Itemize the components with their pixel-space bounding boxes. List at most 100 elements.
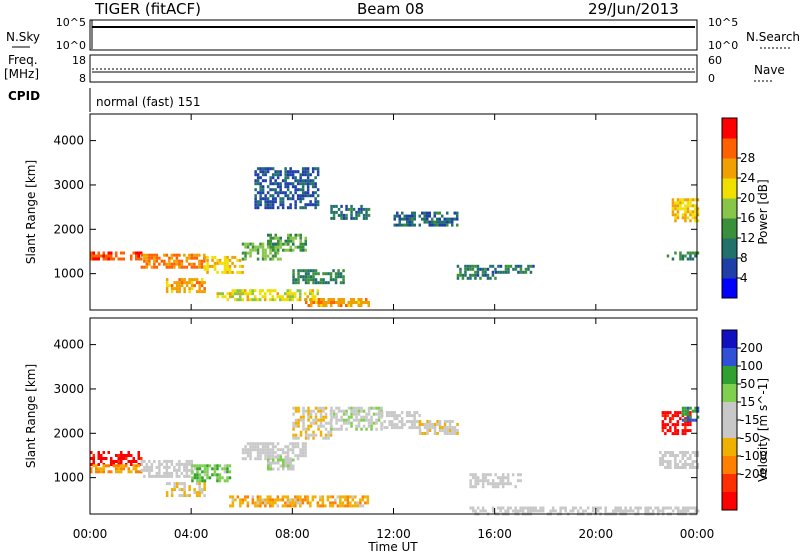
- scatter-cell: [264, 442, 267, 446]
- scatter-cell: [249, 298, 252, 302]
- scatter-cell: [271, 451, 275, 455]
- freq-unit-label: [MHz]: [4, 67, 39, 81]
- scatter-cell: [497, 264, 500, 268]
- scatter-cell: [519, 509, 522, 513]
- scatter-cell: [291, 501, 295, 505]
- scatter-cell: [206, 258, 209, 262]
- scatter-cell: [696, 451, 700, 454]
- scatter-cell: [464, 270, 467, 274]
- scatter-cell: [301, 442, 305, 446]
- scatter-cell: [456, 429, 459, 432]
- scatter-cell: [666, 414, 670, 418]
- scatter-cell: [304, 454, 307, 458]
- scatter-cell: [291, 185, 295, 189]
- data-region: [216, 289, 319, 302]
- scatter-cell: [415, 420, 419, 424]
- scatter-cell: [239, 298, 242, 302]
- scatter-cell: [165, 462, 169, 466]
- scatter-cell: [661, 411, 665, 415]
- scatter-cell: [143, 259, 146, 263]
- scatter-cell: [301, 206, 305, 210]
- scatter-cell: [193, 488, 196, 492]
- scatter-cell: [342, 278, 345, 282]
- scatter-cell: [514, 267, 518, 271]
- scatter-cell: [684, 509, 687, 513]
- scatter-cell: [443, 432, 447, 435]
- scatter-cell: [188, 494, 191, 498]
- scatter-cell: [469, 479, 472, 483]
- scatter-cell: [686, 412, 690, 416]
- scatter-cell: [428, 426, 432, 429]
- scatter-cell: [591, 509, 595, 513]
- scatter-cell: [306, 501, 310, 505]
- scatter-cell: [206, 270, 209, 274]
- scatter-cell: [97, 463, 100, 466]
- scatter-cell: [190, 278, 194, 282]
- data-region: [90, 464, 143, 474]
- scatter-cell: [279, 182, 282, 186]
- scatter-cell: [226, 298, 229, 302]
- scatter-cell: [304, 248, 307, 252]
- scatter-cell: [581, 509, 585, 513]
- scatter-cell: [294, 409, 298, 413]
- scatter-cell: [92, 251, 95, 255]
- scatter-cell: [322, 409, 325, 413]
- scatter-cell: [684, 423, 687, 427]
- scatter-cell: [694, 406, 697, 410]
- scatter-cell: [287, 239, 290, 243]
- scatter-cell: [681, 457, 685, 460]
- scatter-cell: [196, 470, 199, 474]
- scatter-cell: [413, 426, 416, 430]
- scatter-cell: [499, 509, 502, 513]
- scatter-cell: [110, 470, 113, 474]
- scatter-cell: [355, 418, 358, 422]
- scatter-cell: [206, 473, 209, 477]
- scatter-cell: [120, 470, 123, 474]
- scatter-cell: [676, 454, 680, 457]
- scatter-cell: [266, 501, 270, 505]
- scatter-cell: [304, 206, 307, 210]
- scatter-cell: [681, 198, 685, 202]
- scatter-cell: [350, 409, 353, 413]
- scatter-cell: [456, 211, 459, 215]
- scatter-cell: [284, 173, 287, 177]
- scatter-cell: [453, 211, 456, 215]
- scatter-cell: [271, 501, 275, 505]
- scatter-cell: [249, 445, 252, 449]
- scatter-cell: [223, 264, 227, 268]
- scatter-cell: [403, 423, 406, 427]
- scatter-cell: [451, 220, 454, 224]
- scatter-cell: [287, 236, 290, 240]
- scatter-cell: [684, 207, 687, 211]
- scatter-cell: [292, 467, 295, 471]
- scatter-cell: [291, 197, 295, 201]
- scatter-cell: [476, 264, 480, 268]
- scatter-cell: [244, 451, 247, 455]
- scatter-cell: [90, 457, 93, 460]
- scatter-cell: [413, 414, 416, 418]
- scatter-cell: [349, 501, 352, 505]
- scatter-cell: [335, 301, 338, 304]
- scatter-cell: [676, 216, 680, 220]
- scatter-cell: [383, 426, 386, 430]
- scatter-cell: [456, 423, 459, 426]
- scatter-cell: [676, 207, 680, 211]
- scatter-cell: [322, 436, 325, 440]
- scatter-cell: [297, 421, 300, 425]
- scatter-cell: [403, 214, 406, 218]
- scatter-cell: [95, 254, 98, 258]
- scatter-cell: [122, 257, 125, 261]
- scatter-cell: [421, 211, 424, 215]
- scatter-cell: [213, 261, 217, 265]
- scatter-cell: [188, 488, 191, 492]
- cpid-text: normal (fast) 151: [96, 95, 200, 109]
- scatter-cell: [350, 207, 353, 211]
- scatter-cell: [316, 167, 320, 171]
- scatter-cell: [195, 253, 199, 257]
- scatter-cell: [175, 482, 179, 486]
- scatter-cell: [155, 471, 159, 475]
- scatter-cell: [524, 267, 528, 271]
- scatter-cell: [148, 468, 151, 472]
- scatter-cell: [329, 412, 333, 416]
- scatter-cell: [198, 482, 201, 486]
